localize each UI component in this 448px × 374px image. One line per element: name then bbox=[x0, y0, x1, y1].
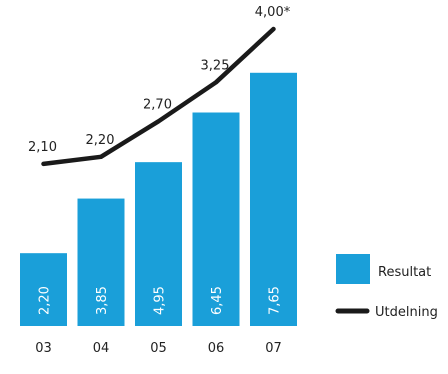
line-label-03: 2,10 bbox=[28, 140, 57, 155]
x-tick-05: 05 bbox=[150, 341, 167, 356]
x-tick-06: 06 bbox=[208, 341, 225, 356]
bar-05 bbox=[135, 162, 182, 326]
line-label-07: 4,00* bbox=[255, 5, 291, 20]
bar-label-04: 3,85 bbox=[95, 286, 110, 315]
x-tick-07: 07 bbox=[265, 341, 282, 356]
bar-04 bbox=[77, 198, 125, 326]
legend-label-resultat: Resultat bbox=[378, 265, 431, 280]
line-label-06: 3,25 bbox=[201, 58, 230, 73]
line-label-05: 2,70 bbox=[143, 97, 172, 112]
bar-label-03: 2,20 bbox=[38, 286, 53, 315]
utdelning-line bbox=[41, 26, 276, 167]
legend: Resultat Utdelning bbox=[335, 254, 438, 320]
line-labels: 2,10 2,20 2,70 3,25 4,00* bbox=[28, 5, 291, 155]
line-series bbox=[41, 26, 276, 167]
bar-label-07: 7,65 bbox=[268, 286, 283, 315]
bar-03 bbox=[20, 253, 67, 326]
bar-label-05: 4,95 bbox=[153, 286, 168, 315]
legend-swatch-resultat bbox=[336, 254, 370, 284]
bar-labels: 2,20 3,85 4,95 6,45 7,65 bbox=[38, 286, 283, 315]
line-label-04: 2,20 bbox=[86, 133, 115, 148]
bar-06 bbox=[192, 112, 240, 326]
x-tick-03: 03 bbox=[35, 341, 52, 356]
bar-07 bbox=[250, 72, 297, 326]
x-tick-labels: 03 04 05 06 07 bbox=[35, 341, 282, 356]
x-tick-04: 04 bbox=[93, 341, 110, 356]
bars bbox=[20, 72, 297, 326]
bar-label-06: 6,45 bbox=[210, 286, 225, 315]
legend-label-utdelning: Utdelning bbox=[375, 305, 438, 320]
